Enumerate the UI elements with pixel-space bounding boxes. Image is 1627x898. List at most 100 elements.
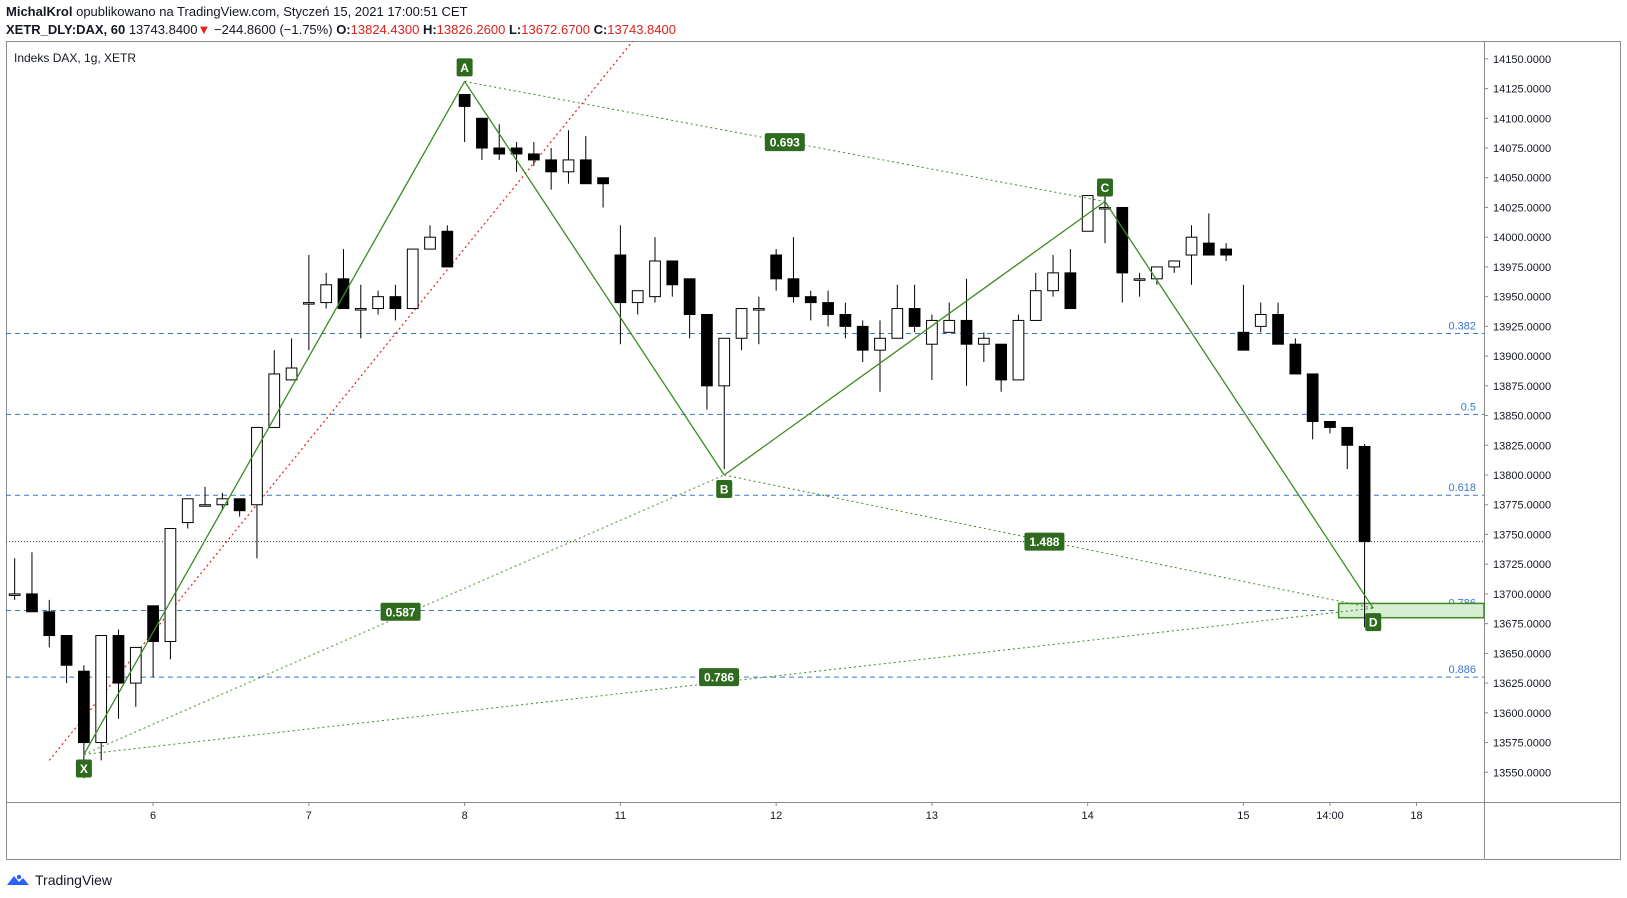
candle-body: [147, 605, 159, 642]
pattern-point-badge: [1365, 613, 1382, 632]
ratio-badge: 0.587: [380, 602, 421, 621]
candle: [1185, 225, 1198, 285]
candle-body: [1358, 445, 1371, 543]
ratio-badge-bg: [699, 668, 740, 687]
candle: [1358, 444, 1371, 628]
candle-body: [1029, 290, 1042, 321]
leg-cd: [1104, 201, 1374, 609]
y-tick-label: 13825.0000: [1493, 440, 1551, 452]
y-tick-label: 13675.0000: [1493, 619, 1551, 631]
candle: [1047, 255, 1059, 297]
pattern-point-badge: [456, 58, 473, 77]
candle: [1220, 243, 1232, 261]
ratio-badge: 0.693: [764, 133, 805, 152]
candle-body: [129, 646, 142, 684]
candle-body: [510, 147, 523, 155]
candle-body: [649, 260, 661, 298]
chart-border: [6, 41, 1621, 860]
candlestick-chart[interactable]: 0.382 0.5 0.618 0.786 0.886 X A B C D 0.693 0.587 1…: [6, 34, 1621, 860]
candle-body: [527, 153, 540, 161]
x-tick-label: 8: [462, 810, 468, 822]
candle: [320, 272, 333, 309]
x-tick-label: 7: [306, 810, 312, 822]
candle-body: [476, 117, 488, 149]
leg-ab: [464, 81, 725, 476]
candle-body: [8, 593, 21, 596]
y-tick-label: 14100.0000: [1493, 113, 1551, 125]
candle: [303, 255, 315, 351]
ratio-value: 1.488: [1029, 535, 1059, 549]
candle-body: [424, 236, 436, 250]
candle-body: [337, 278, 350, 310]
candle: [770, 249, 783, 291]
candle-body: [908, 308, 921, 327]
candle: [926, 314, 938, 380]
candle-body: [285, 367, 298, 381]
y-tick-label: 13550.0000: [1493, 767, 1551, 779]
pattern-point-d: D: [1365, 613, 1382, 632]
symbol-label[interactable]: XETR_DLY:DAX, 60: [6, 22, 126, 37]
y-tick-label: 13625.0000: [1493, 678, 1551, 690]
candle: [995, 343, 1008, 392]
candle-body: [1220, 248, 1232, 256]
candle: [908, 284, 921, 333]
x-tick-label: 14: [1082, 810, 1094, 822]
ratio-value: 0.786: [704, 671, 734, 685]
candle-body: [1168, 260, 1181, 268]
pattern-point-label: X: [80, 762, 88, 776]
candle: [752, 296, 765, 345]
x-tick-label: 15: [1237, 810, 1249, 822]
candle-body: [458, 94, 471, 107]
x-tick-label: 6: [150, 810, 156, 822]
candle-body: [216, 498, 229, 506]
candle-body: [303, 302, 315, 305]
candle: [822, 290, 834, 327]
candle: [1064, 249, 1077, 310]
candle: [631, 290, 644, 315]
y-tick-label: 14025.0000: [1493, 202, 1551, 214]
candle: [8, 558, 21, 600]
y-tick-label: 14075.0000: [1493, 143, 1551, 155]
candle: [1341, 426, 1354, 470]
candle-body: [1289, 343, 1302, 375]
ohlc-legend: XETR_DLY:DAX, 60 13743.8400▼ −244.8600 (…: [6, 22, 676, 37]
candle: [1151, 266, 1163, 285]
candle-body: [78, 670, 90, 744]
tradingview-logo-icon: [7, 874, 29, 885]
chart-area[interactable]: 0.382 0.5 0.618 0.786 0.886 X A B C D 0.693 0.587 1…: [6, 34, 1621, 860]
candle: [26, 552, 38, 613]
candle-body: [562, 159, 575, 173]
brand-name: TradingView: [35, 872, 113, 888]
author-name[interactable]: MichalKrol: [6, 4, 73, 19]
pattern-point-label: D: [1369, 616, 1378, 630]
candle: [960, 278, 973, 386]
candle-body: [1151, 266, 1163, 280]
candle-body: [1012, 319, 1025, 381]
candle-body: [1341, 426, 1354, 446]
candle: [95, 635, 108, 761]
candle: [476, 117, 488, 160]
candle: [233, 498, 246, 517]
candle: [60, 635, 73, 684]
pattern-point-c: C: [1096, 178, 1113, 197]
candle-body: [891, 308, 904, 339]
y-tick-label: 13800.0000: [1493, 470, 1551, 482]
candle: [1254, 302, 1267, 333]
open-value: 13824.4300: [350, 22, 420, 37]
candle-body: [1099, 206, 1111, 210]
candle: [856, 320, 869, 363]
prz-zone: [1337, 602, 1485, 619]
high-label: H:: [422, 22, 437, 37]
candle: [216, 492, 229, 511]
pattern-point-x: X: [75, 759, 92, 778]
low-value: 13672.6700: [521, 22, 590, 37]
candle-body: [960, 319, 973, 345]
y-tick-label: 14050.0000: [1493, 173, 1551, 185]
candle: [562, 130, 575, 184]
footer-brand[interactable]: TradingView: [6, 868, 112, 892]
fib-level-label: 0.886: [1448, 664, 1476, 676]
candle: [1168, 260, 1181, 273]
candle-body: [1133, 278, 1146, 281]
candle-body: [631, 290, 644, 304]
x-tick-label: 12: [770, 810, 782, 822]
